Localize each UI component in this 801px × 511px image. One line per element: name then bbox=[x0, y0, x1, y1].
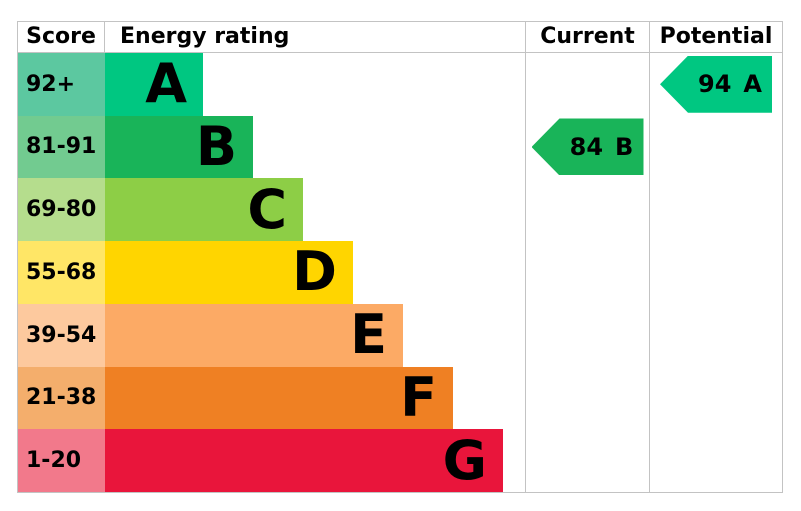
score-range-label: 81-91 bbox=[26, 134, 97, 160]
rating-bar-d: D bbox=[105, 241, 353, 304]
arrow-score: 84 bbox=[569, 132, 604, 161]
rating-bar-b: B bbox=[105, 114, 253, 179]
potential-column-cell bbox=[649, 241, 782, 304]
chart-area-e: E bbox=[105, 303, 525, 367]
potential-column-cell bbox=[649, 429, 782, 493]
header-energy-rating: Energy rating bbox=[120, 23, 290, 49]
potential-column-cell bbox=[649, 366, 782, 430]
chart-area-d: D bbox=[105, 241, 525, 304]
band-row-f: 21-38 F bbox=[18, 365, 782, 430]
band-row-g: 1-20 G bbox=[18, 428, 782, 493]
score-range-cell-a: 92+ bbox=[18, 52, 105, 116]
score-range-cell-c: 69-80 bbox=[18, 178, 105, 242]
rating-bar-g: G bbox=[105, 428, 503, 493]
score-range-label: 21-38 bbox=[26, 385, 97, 411]
score-range-label: 92+ bbox=[26, 71, 76, 97]
rating-bar-e: E bbox=[105, 303, 403, 367]
header-potential: Potential bbox=[649, 22, 782, 52]
current-column-cell bbox=[525, 303, 649, 367]
rating-bar-c: C bbox=[105, 177, 303, 242]
band-row-a: 92+ A 94 A bbox=[18, 52, 782, 116]
chart-area-b: B bbox=[105, 114, 525, 179]
current-column-cell bbox=[525, 52, 649, 116]
score-range-label: 1-20 bbox=[26, 448, 82, 474]
band-row-c: 69-80 C bbox=[18, 177, 782, 242]
potential-column-cell bbox=[649, 178, 782, 242]
band-row-b: 81-91 B 84 B bbox=[18, 114, 782, 179]
band-letter: E bbox=[350, 303, 387, 367]
band-letter: D bbox=[292, 240, 337, 304]
arrow-letter: B bbox=[615, 132, 634, 161]
score-range-cell-b: 81-91 bbox=[18, 115, 105, 179]
chart-area-g: G bbox=[105, 428, 525, 493]
current-column-cell bbox=[525, 241, 649, 304]
arrow-letter: A bbox=[743, 70, 762, 99]
header-current: Current bbox=[525, 22, 649, 52]
score-range-label: 39-54 bbox=[26, 322, 97, 348]
score-range-cell-e: 39-54 bbox=[18, 303, 105, 367]
epc-table: Score Energy rating Current Potential 92… bbox=[17, 21, 783, 493]
potential-column-cell: 94 A bbox=[649, 52, 782, 116]
chart-area-a: A bbox=[105, 52, 525, 116]
header-row: Score Energy rating Current Potential bbox=[18, 22, 782, 53]
chart-area-f: F bbox=[105, 365, 525, 430]
potential-column-cell bbox=[649, 303, 782, 367]
band-letter: A bbox=[145, 52, 187, 116]
band-letter: F bbox=[400, 365, 437, 429]
chart-area-c: C bbox=[105, 177, 525, 242]
band-row-e: 39-54 E bbox=[18, 303, 782, 367]
current-column-cell bbox=[525, 178, 649, 242]
header-score: Score bbox=[18, 22, 105, 52]
current-rating-arrow: 84 B bbox=[531, 118, 644, 176]
score-range-cell-g: 1-20 bbox=[18, 429, 105, 493]
rating-bar-f: F bbox=[105, 365, 453, 430]
potential-rating-arrow: 94 A bbox=[660, 55, 772, 113]
score-range-cell-d: 55-68 bbox=[18, 241, 105, 304]
current-column-cell bbox=[525, 429, 649, 493]
band-letter: B bbox=[195, 114, 237, 178]
band-letter: G bbox=[442, 428, 487, 492]
rating-bar-a: A bbox=[105, 52, 203, 116]
score-range-label: 55-68 bbox=[26, 259, 97, 285]
current-column-cell: 84 B bbox=[525, 115, 649, 179]
arrow-score: 94 bbox=[698, 70, 732, 99]
band-letter: C bbox=[247, 177, 287, 241]
current-column-cell bbox=[525, 366, 649, 430]
band-row-d: 55-68 D bbox=[18, 241, 782, 304]
score-range-cell-f: 21-38 bbox=[18, 366, 105, 430]
potential-column-cell bbox=[649, 115, 782, 179]
score-range-label: 69-80 bbox=[26, 197, 97, 223]
